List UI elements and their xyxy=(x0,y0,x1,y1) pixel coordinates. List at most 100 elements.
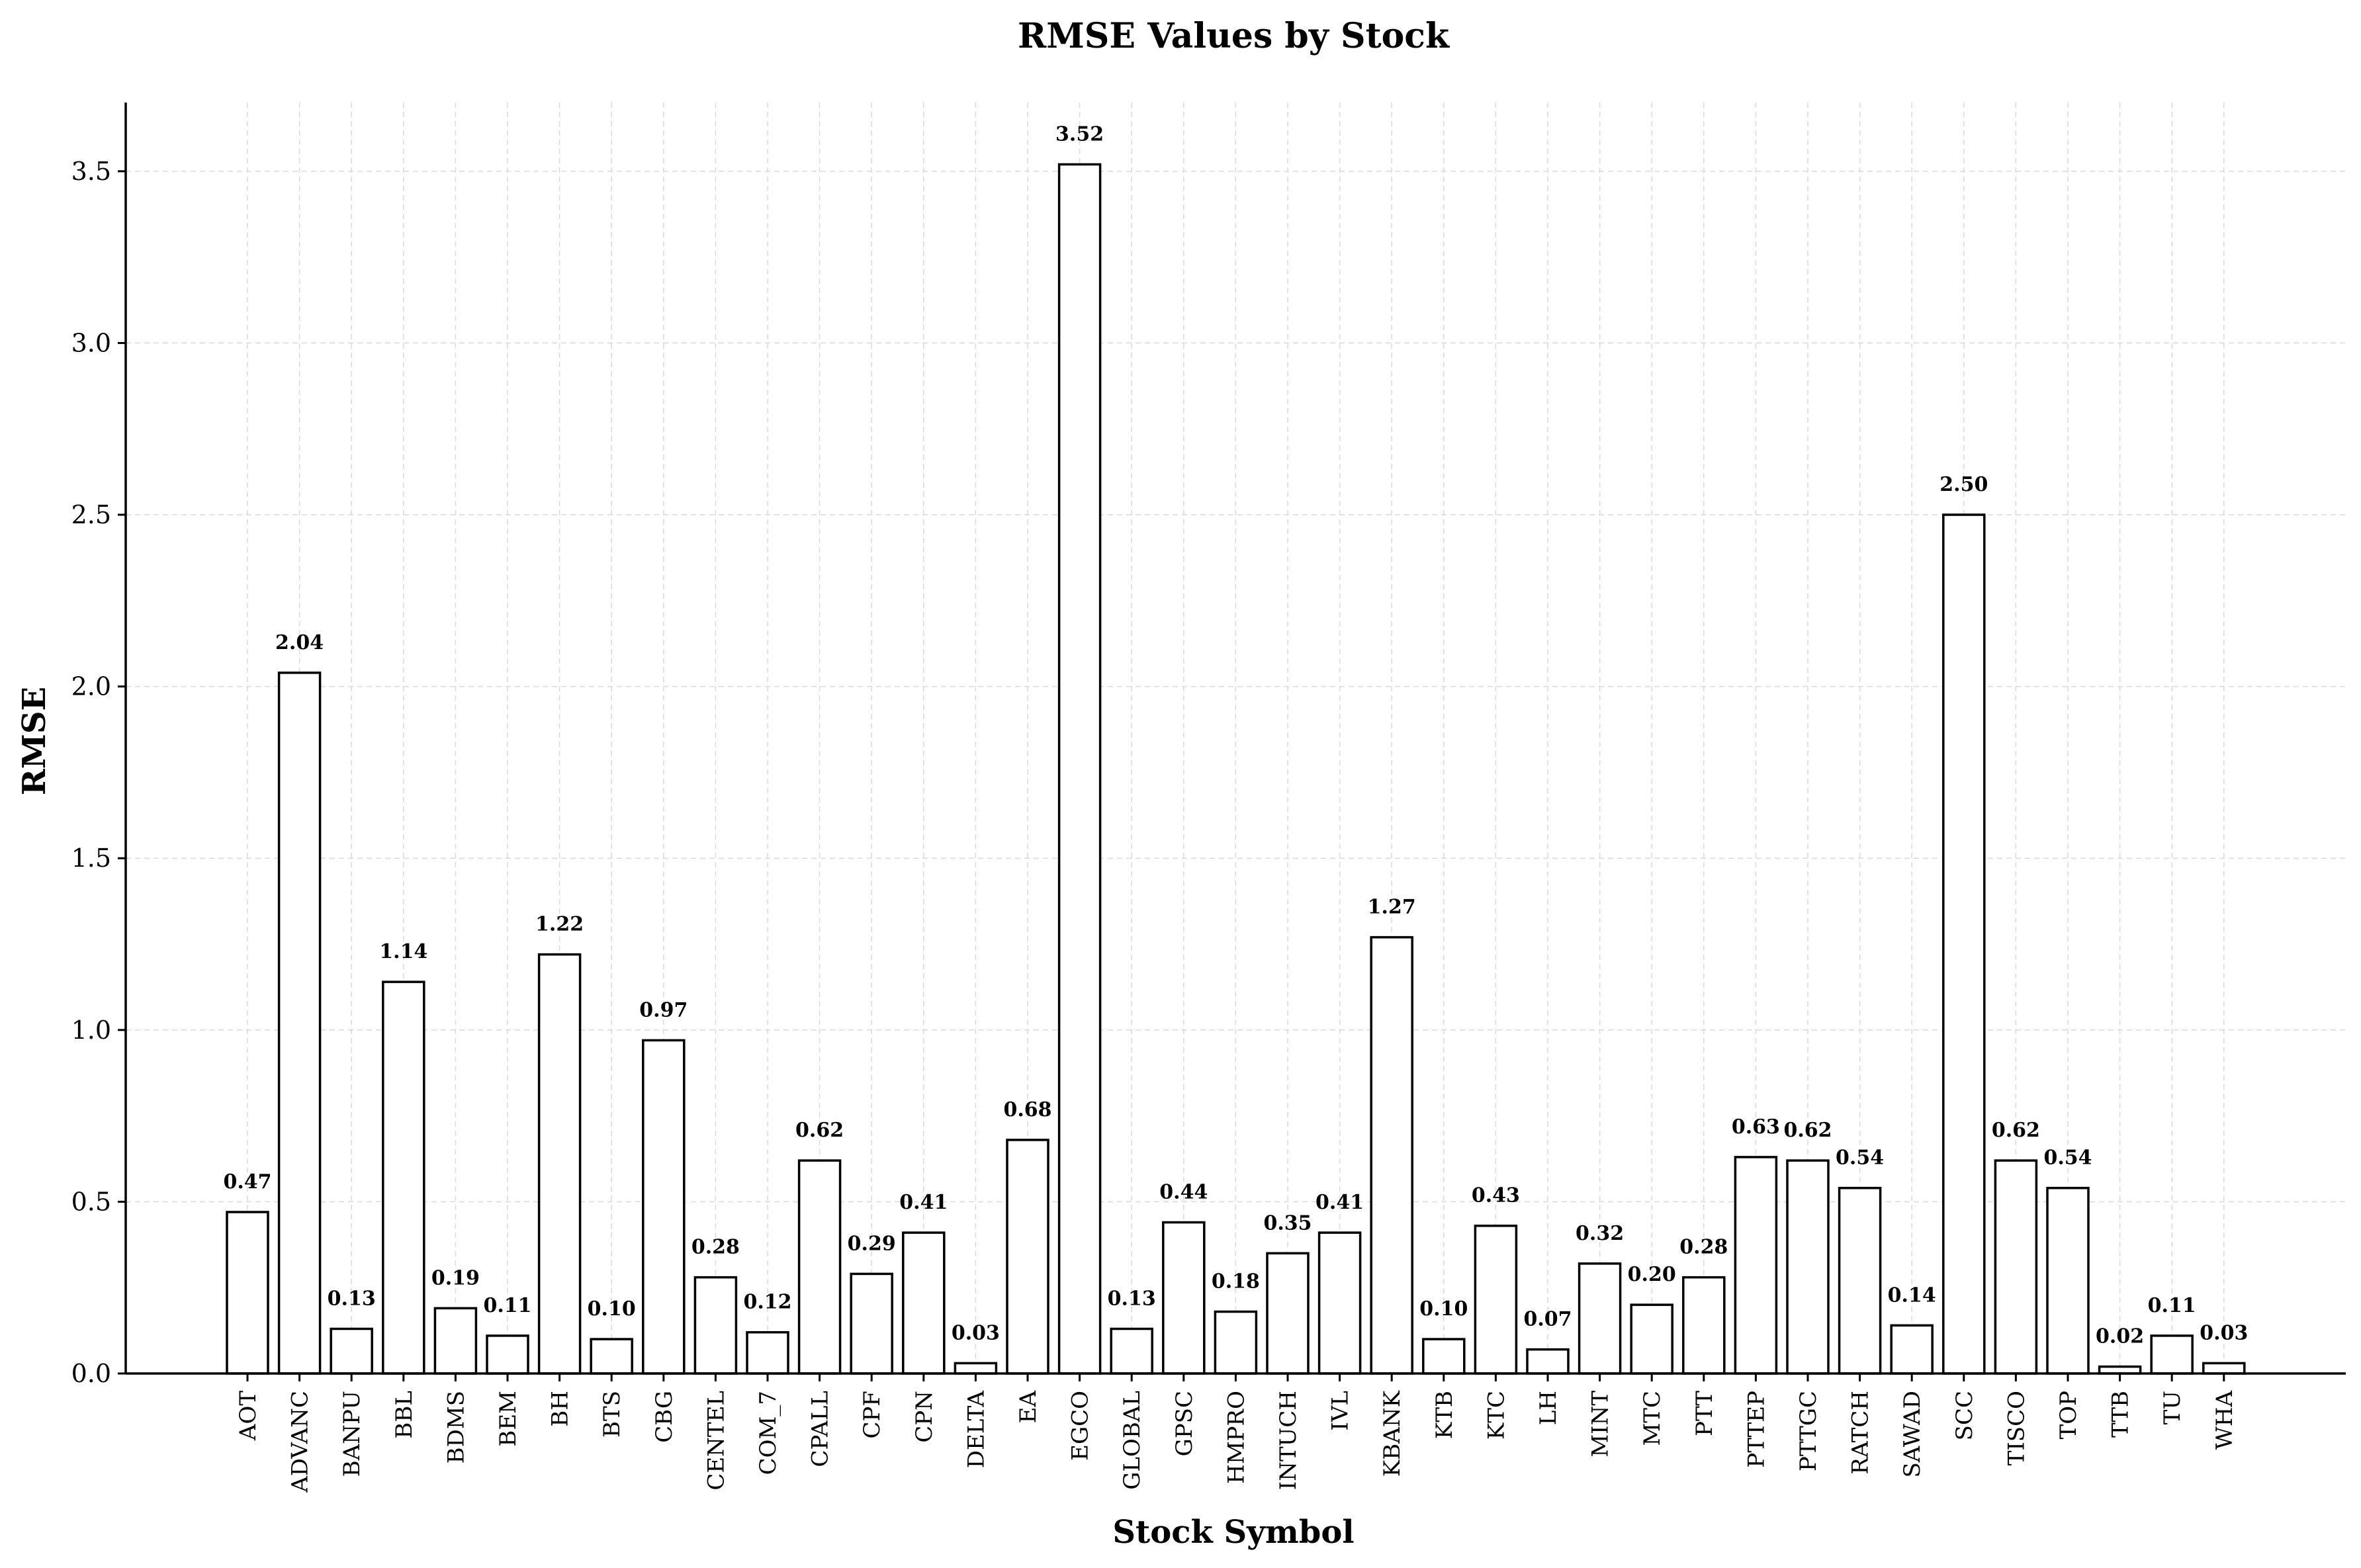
bar-banpu xyxy=(330,1327,373,1375)
x-tick-label: GPSC xyxy=(1171,1391,1198,1456)
y-tick-label: 3.5 xyxy=(71,157,111,186)
data-label: 0.18 xyxy=(1212,1270,1260,1293)
y-tick-label: 0.0 xyxy=(71,1359,111,1388)
x-tick-label: CPALL xyxy=(807,1391,834,1467)
x-tick-label: WHA xyxy=(2211,1391,2238,1450)
x-tick-label: COM_7 xyxy=(755,1391,781,1475)
x-tick-label: KTC xyxy=(1483,1391,1509,1440)
data-label: 1.27 xyxy=(1368,896,1416,919)
data-label: 0.11 xyxy=(2148,1294,2196,1317)
bar-aot xyxy=(226,1211,269,1375)
data-label: 0.68 xyxy=(1003,1098,1051,1121)
data-label: 0.41 xyxy=(1315,1191,1364,1214)
bar-lh xyxy=(1526,1348,1570,1375)
data-label: 1.22 xyxy=(535,913,584,936)
data-label: 0.44 xyxy=(1159,1181,1208,1204)
bar-bdms xyxy=(433,1307,478,1375)
bar-gpsc xyxy=(1162,1221,1206,1375)
chart-title: RMSE Values by Stock xyxy=(1018,16,1450,56)
x-tick-label: IVL xyxy=(1327,1391,1354,1431)
x-tick-label: PTT xyxy=(1691,1391,1718,1436)
data-label: 0.97 xyxy=(639,998,688,1022)
x-tick-label: SAWAD xyxy=(1899,1391,1926,1478)
x-tick-label: CBG xyxy=(651,1391,678,1443)
x-tick-label: KTB xyxy=(1431,1391,1458,1439)
x-tick-label: AOT xyxy=(235,1391,261,1441)
data-label: 0.47 xyxy=(223,1170,271,1194)
bar-ktc xyxy=(1474,1224,1518,1375)
data-label: 0.63 xyxy=(1732,1115,1780,1139)
bar-tisco xyxy=(1994,1159,2038,1375)
y-tick-label: 1.5 xyxy=(71,844,111,873)
bar-sawad xyxy=(1890,1324,1934,1375)
x-tick-label: LH xyxy=(1535,1391,1562,1425)
data-label: 0.19 xyxy=(431,1266,480,1289)
data-label: 0.10 xyxy=(1419,1297,1468,1321)
x-tick-label: KBANK xyxy=(1379,1390,1405,1477)
y-tick-label: 2.5 xyxy=(71,500,111,529)
axis-layer: 0.0 0.5 1.0 1.5 2.0 2.5 3.0 3.5 AOT ADVANC BANPU BB… xyxy=(71,103,2346,1493)
x-tick-label: MTC xyxy=(1639,1391,1666,1446)
x-tick-label: INTUCH xyxy=(1275,1391,1302,1490)
bar-egco xyxy=(1057,163,1102,1375)
x-axis-label: Stock Symbol xyxy=(1112,1514,1354,1551)
y-tick-label: 2.0 xyxy=(71,672,111,701)
bar-bts xyxy=(590,1338,633,1375)
bar-cpn xyxy=(902,1231,946,1375)
x-tick-label: HMPRO xyxy=(1223,1391,1249,1484)
x-tick-label: MINT xyxy=(1587,1391,1614,1458)
data-label: 2.04 xyxy=(275,631,324,654)
data-label: 0.35 xyxy=(1263,1211,1312,1235)
bar-top xyxy=(2046,1186,2090,1375)
bar-bem xyxy=(486,1334,529,1375)
x-tick-label: TOP xyxy=(2055,1391,2082,1439)
bar-global xyxy=(1110,1327,1153,1375)
bar-pttep xyxy=(1734,1156,1778,1375)
y-tick-label: 3.0 xyxy=(71,328,111,357)
x-tick-label: BBL xyxy=(391,1391,418,1439)
data-label: 0.03 xyxy=(952,1321,1000,1344)
x-tick-label: CPF xyxy=(859,1391,885,1438)
bar-advanc xyxy=(277,672,322,1375)
y-axis-label: RMSE xyxy=(16,687,53,795)
data-label-layer: 0.472.040.131.140.190.111.220.100.970.28… xyxy=(223,122,2248,1348)
x-tick-label: SCC xyxy=(1951,1391,1978,1440)
x-tick-label: PTTGC xyxy=(1795,1391,1822,1471)
bar-intuch xyxy=(1266,1252,1310,1375)
bar-kbank xyxy=(1370,936,1413,1375)
data-label: 0.54 xyxy=(2043,1147,2092,1170)
bar-scc xyxy=(1942,513,1986,1375)
x-tick-label: BANPU xyxy=(339,1391,365,1477)
x-tick-label: EGCO xyxy=(1067,1391,1094,1461)
bar-ptt xyxy=(1682,1276,1726,1375)
x-tick-label: BH xyxy=(547,1391,574,1427)
x-tick-label: TTB xyxy=(2108,1391,2134,1438)
data-label: 0.29 xyxy=(848,1232,896,1255)
x-tick-label: CPN xyxy=(911,1391,938,1443)
data-label: 0.13 xyxy=(1108,1287,1156,1311)
bar-ivl xyxy=(1317,1231,1362,1375)
data-label: 0.62 xyxy=(795,1119,844,1142)
x-tick-label: BDMS xyxy=(443,1391,469,1463)
data-label: 0.11 xyxy=(483,1294,531,1317)
bar-cpf xyxy=(850,1272,893,1375)
data-label: 0.54 xyxy=(1836,1147,1884,1170)
data-label: 0.62 xyxy=(1783,1119,1832,1142)
bar-ratch xyxy=(1838,1186,1882,1375)
x-tick-label: BTS xyxy=(599,1391,625,1438)
bar-ea xyxy=(1006,1139,1049,1375)
x-tick-label: BEM xyxy=(495,1391,521,1447)
data-label: 3.52 xyxy=(1055,122,1104,146)
data-label: 0.62 xyxy=(1992,1119,2040,1142)
x-tick-label: EA xyxy=(1015,1391,1042,1424)
x-tick-label: TISCO xyxy=(2003,1391,2029,1465)
data-label: 2.50 xyxy=(1939,473,1988,496)
data-label: 1.14 xyxy=(379,940,427,963)
bar-cpall xyxy=(797,1159,842,1375)
data-label: 0.12 xyxy=(743,1291,791,1314)
data-label: 0.32 xyxy=(1576,1222,1624,1245)
x-tick-label: ADVANC xyxy=(287,1391,314,1493)
data-label: 0.28 xyxy=(1679,1236,1728,1259)
